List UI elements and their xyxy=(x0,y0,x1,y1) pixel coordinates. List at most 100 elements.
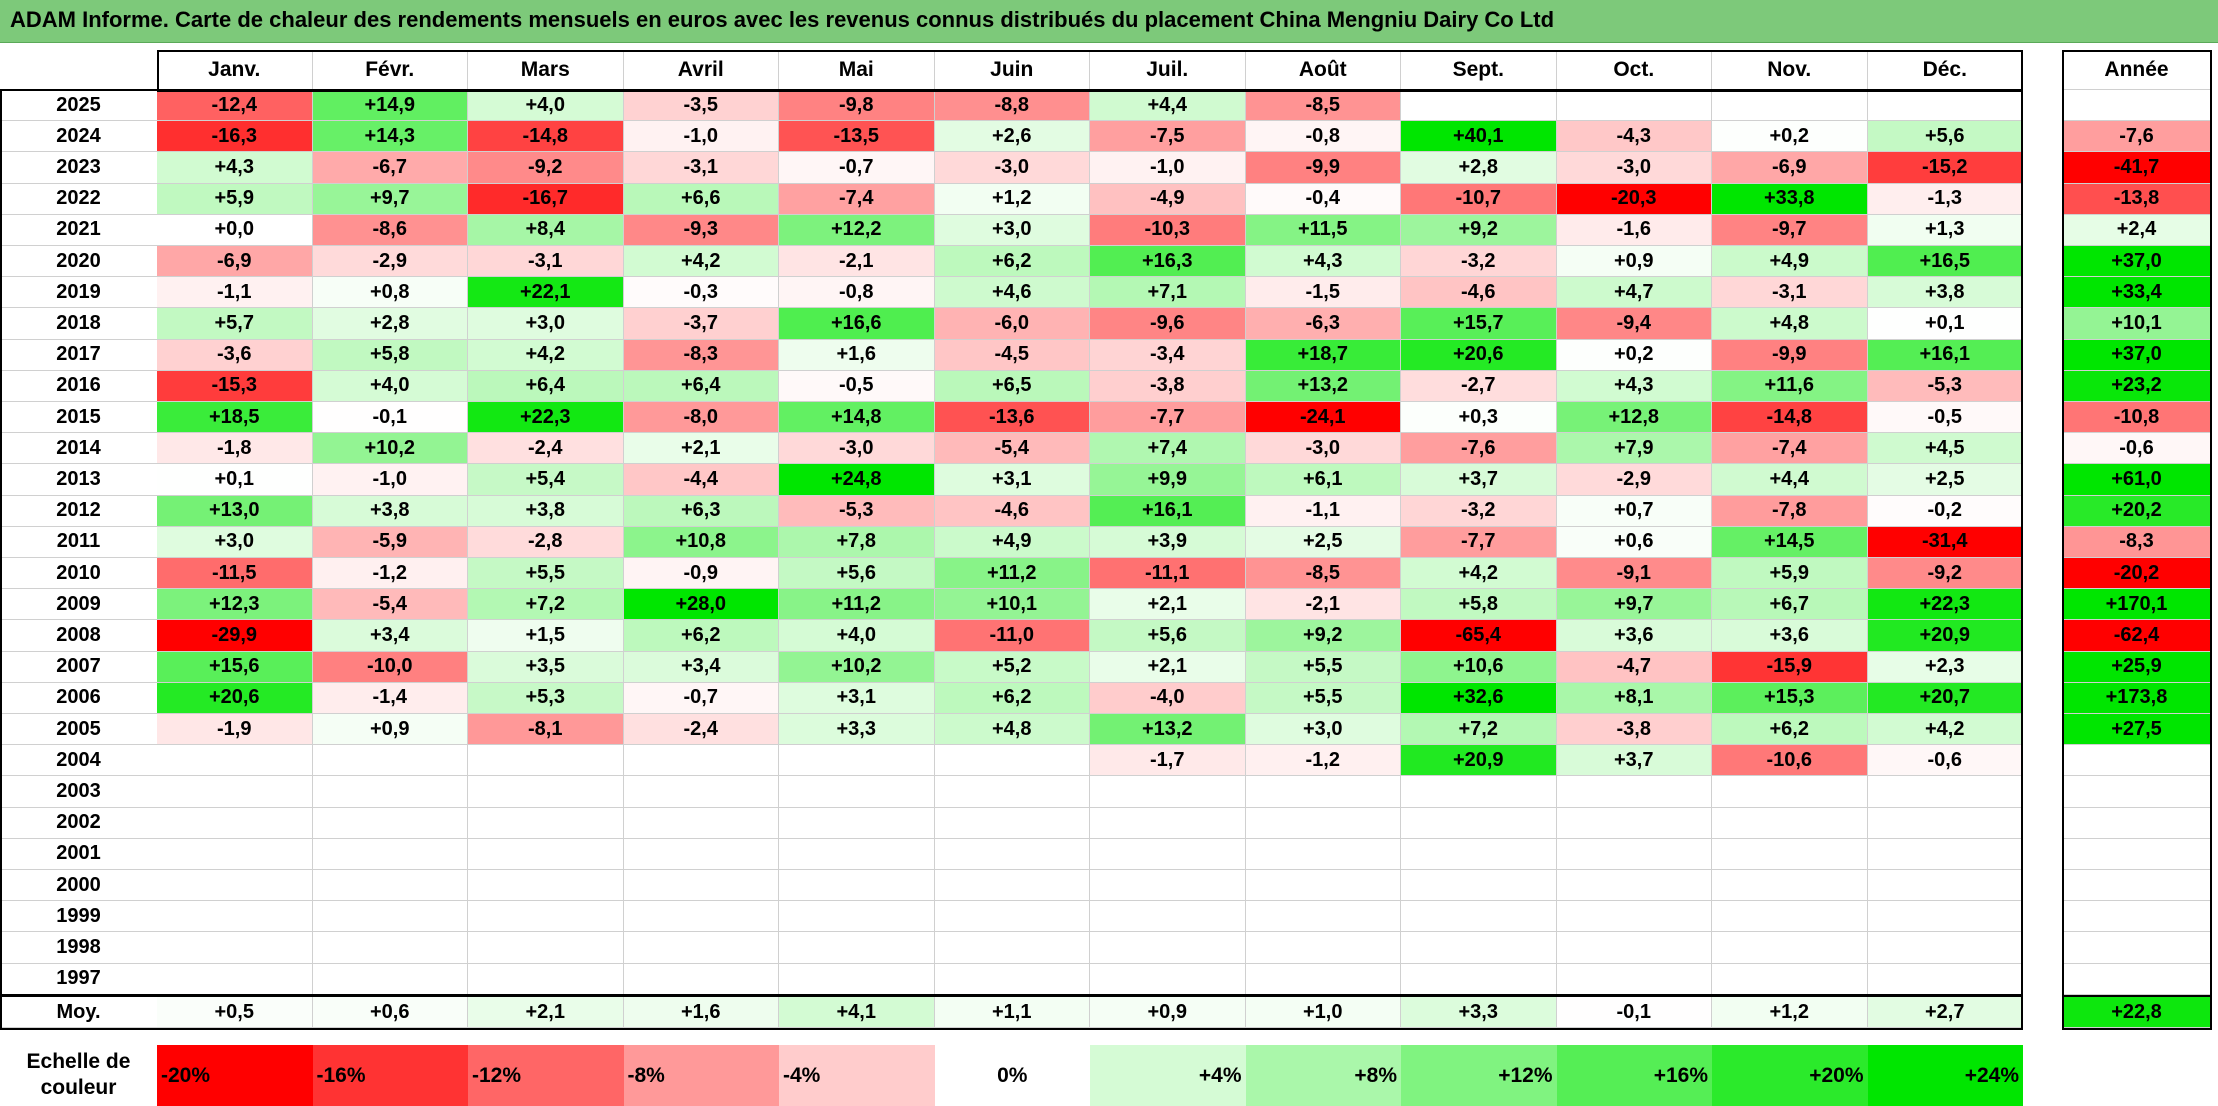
annual-cell xyxy=(2062,901,2212,933)
row-label-year: 2016 xyxy=(0,370,157,402)
column-header: Janv. xyxy=(157,50,313,90)
row-label-year: 2009 xyxy=(0,589,157,621)
row-label-year: 2022 xyxy=(0,183,157,215)
heatmap-cell xyxy=(934,807,1090,839)
heatmap-cell: +4,2 xyxy=(468,339,624,371)
heatmap-cell xyxy=(934,901,1090,933)
heatmap-cell: -24,1 xyxy=(1245,402,1401,434)
heatmap-cell xyxy=(312,807,468,839)
annual-cell: +2,4 xyxy=(2062,214,2212,246)
heatmap-cell: +3,6 xyxy=(1712,620,1868,652)
annual-cell: +37,0 xyxy=(2062,339,2212,371)
heatmap-cell: -9,3 xyxy=(623,214,779,246)
row-label-year: 2018 xyxy=(0,308,157,340)
heatmap-cell: -7,7 xyxy=(1090,402,1246,434)
heatmap-cell: +0,3 xyxy=(1401,402,1557,434)
heatmap-cell xyxy=(1712,838,1868,870)
heatmap-cell: +11,6 xyxy=(1712,370,1868,402)
chart-title: ADAM Informe. Carte de chaleur des rende… xyxy=(10,7,1555,32)
heatmap-cell: -3,2 xyxy=(1401,246,1557,278)
row-label-year: 2008 xyxy=(0,620,157,652)
heatmap-cell: +10,2 xyxy=(312,433,468,465)
heatmap-cell: +12,2 xyxy=(779,214,935,246)
heatmap-cell xyxy=(1090,901,1246,933)
heatmap-cell: +1,5 xyxy=(468,620,624,652)
heatmap-cell xyxy=(1401,807,1557,839)
heatmap-cell: +5,9 xyxy=(157,183,313,215)
heatmap-cell: +1,6 xyxy=(779,339,935,371)
average-cell: +2,7 xyxy=(1867,997,2023,1028)
heatmap-cell: -7,6 xyxy=(1401,433,1557,465)
heatmap-cell: +9,7 xyxy=(312,183,468,215)
heatmap-cell: +3,0 xyxy=(468,308,624,340)
annual-cell: -8,3 xyxy=(2062,526,2212,558)
heatmap-cell: -8,0 xyxy=(623,402,779,434)
color-scale-swatch: +24% xyxy=(1867,1045,2023,1106)
heatmap-cell: -65,4 xyxy=(1401,620,1557,652)
heatmap-cell: -3,1 xyxy=(1712,277,1868,309)
heatmap-cell: +6,5 xyxy=(934,370,1090,402)
heatmap-cell: +4,4 xyxy=(1090,90,1246,122)
heatmap-cell xyxy=(468,963,624,995)
annual-cell: +23,2 xyxy=(2062,370,2212,402)
column-header: Juil. xyxy=(1090,50,1246,90)
heatmap-cell: +5,3 xyxy=(468,682,624,714)
heatmap-cell: +18,5 xyxy=(157,402,313,434)
heatmap-cell: -3,1 xyxy=(468,246,624,278)
color-scale-swatch: -4% xyxy=(779,1045,935,1106)
heatmap-cell: +6,3 xyxy=(623,495,779,527)
heatmap-cell: -0,3 xyxy=(623,277,779,309)
heatmap-cell: -0,8 xyxy=(779,277,935,309)
heatmap-cell: -0,5 xyxy=(779,370,935,402)
heatmap-cell: +0,6 xyxy=(1556,526,1712,558)
heatmap-cell: +4,0 xyxy=(468,90,624,122)
heatmap-cell xyxy=(1245,870,1401,902)
heatmap-cell xyxy=(1090,870,1246,902)
heatmap-cell: -3,0 xyxy=(779,433,935,465)
heatmap-cell: -6,3 xyxy=(1245,308,1401,340)
heatmap-cell: +6,2 xyxy=(1712,714,1868,746)
row-label-year: 1999 xyxy=(0,901,157,933)
heatmap-cell xyxy=(779,901,935,933)
heatmap-cell xyxy=(1556,963,1712,995)
heatmap-cell: -13,5 xyxy=(779,121,935,153)
average-annual-cell: +22,8 xyxy=(2062,997,2212,1028)
heatmap-cell: +2,1 xyxy=(1090,651,1246,683)
heatmap-cell: +5,2 xyxy=(934,651,1090,683)
heatmap-cell: +3,4 xyxy=(312,620,468,652)
heatmap-cell: +3,3 xyxy=(779,714,935,746)
heatmap-cell: -1,0 xyxy=(1090,152,1246,184)
year-column-header: Année xyxy=(2062,50,2212,90)
heatmap-cell xyxy=(1556,807,1712,839)
heatmap-cell: +4,9 xyxy=(1712,246,1868,278)
row-label-year: 2014 xyxy=(0,433,157,465)
row-label-year: 2023 xyxy=(0,152,157,184)
heatmap-cell: +11,2 xyxy=(934,558,1090,590)
heatmap-cell: +12,8 xyxy=(1556,402,1712,434)
row-label-year: 2021 xyxy=(0,214,157,246)
heatmap-cell xyxy=(1712,870,1868,902)
heatmap-cell: +0,9 xyxy=(1556,246,1712,278)
heatmap-cell: -6,0 xyxy=(934,308,1090,340)
heatmap-cell xyxy=(312,870,468,902)
heatmap-cell: +3,4 xyxy=(623,651,779,683)
annual-cell: +20,2 xyxy=(2062,495,2212,527)
heatmap-cell: -3,5 xyxy=(623,90,779,122)
heatmap-cell: +5,9 xyxy=(1712,558,1868,590)
heatmap-cell: -9,8 xyxy=(779,90,935,122)
row-label-year: 2007 xyxy=(0,651,157,683)
heatmap-cell xyxy=(1867,870,2023,902)
heatmap-cell xyxy=(779,807,935,839)
heatmap-cell: +2,5 xyxy=(1245,526,1401,558)
heatmap-cell: +3,8 xyxy=(1867,277,2023,309)
heatmap-cell xyxy=(1867,90,2023,122)
heatmap-cell xyxy=(1090,932,1246,964)
column-header: Août xyxy=(1245,50,1401,90)
heatmap-cell: +28,0 xyxy=(623,589,779,621)
heatmap-cell: +2,8 xyxy=(1401,152,1557,184)
heatmap-cell: +3,1 xyxy=(934,464,1090,496)
annual-cell: +27,5 xyxy=(2062,714,2212,746)
heatmap-cell xyxy=(1401,838,1557,870)
heatmap-cell: +4,2 xyxy=(623,246,779,278)
heatmap-cell: -3,0 xyxy=(934,152,1090,184)
